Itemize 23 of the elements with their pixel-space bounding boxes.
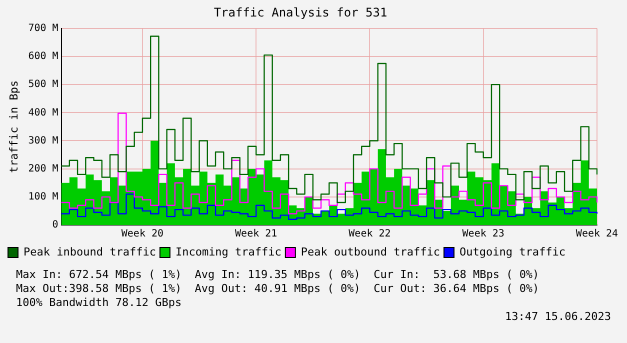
y-tick-label: 400 M xyxy=(28,107,58,118)
x-tick-label: Week 23 xyxy=(462,228,504,240)
x-tick-label: Week 21 xyxy=(235,228,278,240)
x-tick-label: Week 24 xyxy=(576,228,618,240)
text: 13:47 15.06.2023 xyxy=(504,310,611,324)
text: Max Out:398.58 MBps ( 1%) Avg Out: 40.91 MBps ( 0%) Cur Out: 36.64 MBps ( 0%) xyxy=(16,282,540,296)
y-tick-label: 100 M xyxy=(28,192,58,203)
y-tick-label: 0 xyxy=(52,220,58,231)
y-tick-label: 700 M xyxy=(28,22,58,34)
y-tick-label: 300 M xyxy=(28,135,58,146)
legend-label: Outgoing traffic xyxy=(459,245,566,258)
legend-label: Peak outbound traffic xyxy=(300,245,440,258)
y-tick-label: 200 M xyxy=(28,163,58,174)
x-tick-label: Week 22 xyxy=(348,228,391,240)
chart-title: Traffic Analysis for 531 xyxy=(214,5,388,20)
x-tick-label: Week 20 xyxy=(121,228,164,240)
y-axis-title: traffic in Bps xyxy=(7,80,20,174)
y-tick-label: 600 M xyxy=(28,51,58,62)
text: Max In: 672.54 MBps ( 1%) Avg In: 119.35 MBps ( 0%) Cur In: 53.68 MBps ( 0%) xyxy=(16,268,540,282)
legend-label: Peak inbound traffic xyxy=(24,245,156,258)
y-tick-label: 500 M xyxy=(28,79,58,90)
text: 100% Bandwidth 78.12 GBps xyxy=(16,296,183,310)
legend-label: Incoming traffic xyxy=(175,245,282,258)
